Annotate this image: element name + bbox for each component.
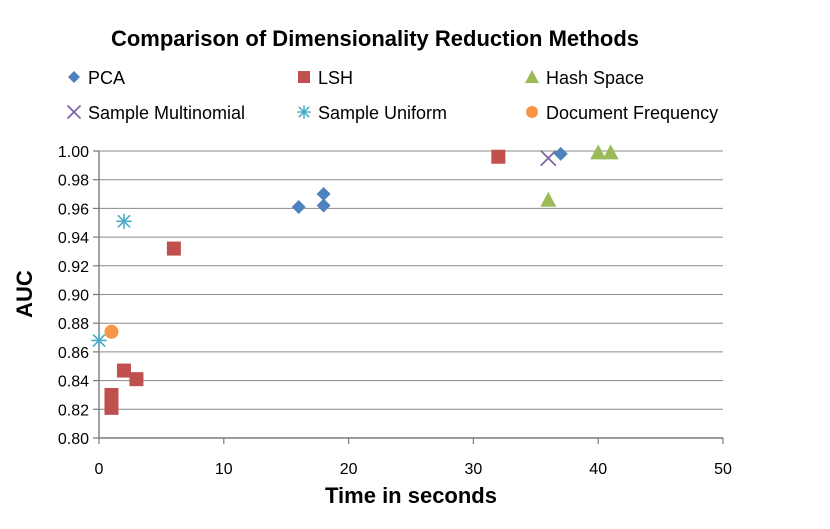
x-tick-label-40: 40 [589, 461, 607, 478]
y-tick-label-0-90: 0.90 [58, 288, 89, 305]
legend-marker-sample-multinomial [67, 105, 81, 119]
legend-item-hash-space: Hash Space [525, 68, 644, 88]
point-lsh-4 [116, 363, 131, 378]
point-sample-multinomial-1 [540, 150, 557, 167]
y-tick-label-0-82: 0.82 [58, 402, 89, 419]
legend-marker-hash-space [525, 70, 539, 83]
point-sample-uniform-2 [116, 213, 132, 230]
legend-label-sample-uniform: Sample Uniform [318, 103, 447, 123]
legend-label-hash-space: Hash Space [546, 68, 644, 88]
y-tick-label-0-84: 0.84 [58, 374, 89, 391]
y-tick-label-0-88: 0.88 [58, 316, 89, 333]
legend-item-pca: PCA [68, 68, 125, 88]
y-tick-label-1-00: 1.00 [58, 144, 89, 161]
legend-marker-lsh [298, 71, 310, 83]
point-pca-4 [553, 146, 568, 161]
point-pca-2 [316, 198, 331, 213]
x-tick-label-10: 10 [215, 461, 233, 478]
y-tick-label-0-98: 0.98 [58, 173, 89, 190]
point-lsh-7 [491, 149, 506, 164]
x-tick-label-50: 50 [714, 461, 732, 478]
y-tick-label-0-86: 0.86 [58, 345, 89, 362]
axes [93, 150, 724, 444]
y-tick-label-0-92: 0.92 [58, 259, 89, 276]
legend-marker-pca [68, 71, 80, 83]
legend: PCA LSH Hash Space Sample Multinomial Sample… [67, 68, 718, 123]
legend-item-sample-uniform: Sample Uniform [297, 103, 447, 123]
y-tick-label-0-94: 0.94 [58, 230, 89, 247]
legend-item-sample-multinomial: Sample Multinomial [67, 103, 245, 123]
x-axis-title: Time in seconds [325, 483, 497, 508]
point-lsh-3 [104, 387, 119, 402]
x-tick-label-20: 20 [340, 461, 358, 478]
legend-item-document-frequency: Document Frequency [526, 103, 718, 123]
tick-labels: 0 10 20 30 40 50 0.80 0.82 0.84 0.86 0.88 0.90 0.92 0… [58, 144, 732, 478]
point-sample-uniform-1 [91, 332, 107, 349]
point-hash-space-3 [602, 144, 619, 160]
legend-marker-sample-uniform [297, 105, 311, 119]
y-axis-title: AUC [12, 270, 37, 318]
legend-label-sample-multinomial: Sample Multinomial [88, 103, 245, 123]
legend-label-lsh: LSH [318, 68, 353, 88]
point-pca-1 [291, 199, 306, 214]
y-tick-label-0-80: 0.80 [58, 431, 89, 448]
point-hash-space-2 [590, 144, 607, 160]
point-lsh-6 [166, 241, 181, 256]
x-tick-label-0: 0 [95, 461, 104, 478]
x-tick-label-30: 30 [465, 461, 483, 478]
point-hash-space-1 [540, 191, 557, 207]
legend-label-pca: PCA [88, 68, 125, 88]
legend-marker-document-frequency [526, 106, 538, 118]
point-pca-3 [316, 187, 331, 202]
legend-item-lsh: LSH [298, 68, 353, 88]
point-lsh-5 [129, 372, 144, 387]
gridlines [99, 150, 723, 439]
point-document-frequency-1 [104, 324, 119, 339]
legend-label-document-frequency: Document Frequency [546, 103, 718, 123]
data-points [91, 144, 619, 415]
y-tick-label-0-96: 0.96 [58, 201, 89, 218]
chart-title: Comparison of Dimensionality Reduction M… [111, 26, 639, 51]
